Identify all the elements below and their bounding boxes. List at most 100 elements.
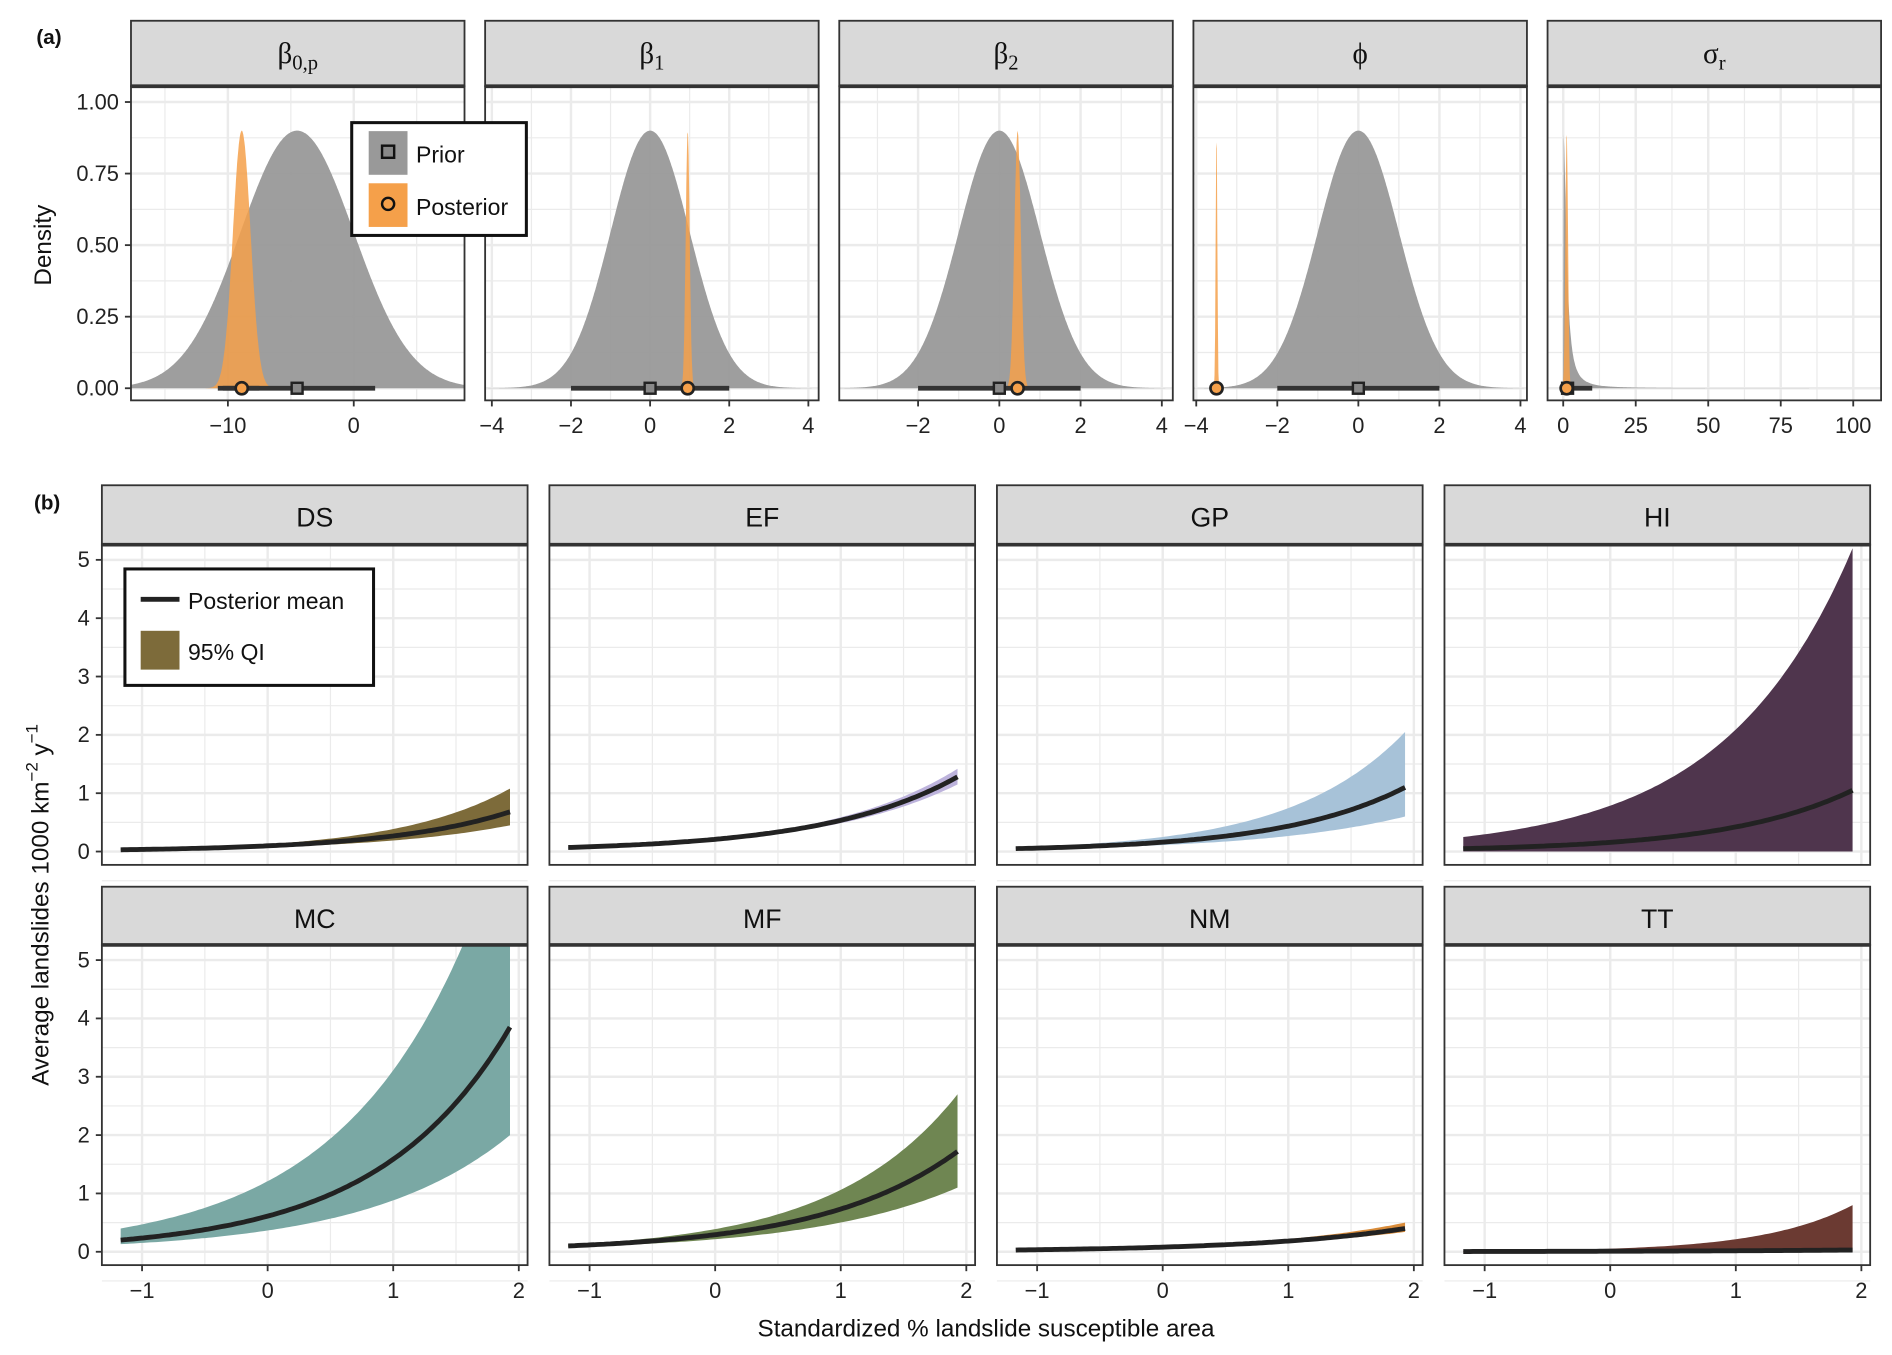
facet-NM: NM −1 0 1 2 (996, 885, 1424, 1303)
facet-strip (838, 19, 1174, 88)
legend-label-prior: Prior (416, 142, 465, 168)
y-tick-label: 0.25 (76, 304, 118, 329)
x-tick-label: 0 (1157, 1278, 1169, 1303)
facet-strip (996, 885, 1424, 946)
legend-mean-qi: Posterior mean 95% QI (123, 567, 376, 687)
x-tick-label: −1 (577, 1278, 602, 1303)
credible-band (120, 944, 510, 1245)
y-tick-label: 2 (78, 1122, 90, 1147)
facet-label: NM (1189, 904, 1230, 934)
plot-background (1547, 86, 1882, 401)
landslide-facets: DS 0 1 2 3 4 5 EF GP HI MC 0 1 2 3 4 5 −1 0 1 2 MF −1 0 1 2 NM −1 0 1… (23, 484, 1872, 1343)
y-tick-label: 5 (78, 547, 90, 572)
x-tick-label: 1 (1282, 1278, 1294, 1303)
x-tick-label: 2 (513, 1278, 525, 1303)
legend-prior-posterior: Prior Posterior (350, 121, 528, 237)
posterior-mean-line (1463, 788, 1854, 852)
prior-density (130, 130, 465, 389)
facet-GP: GP (996, 484, 1424, 882)
x-tick-label: 100 (1835, 413, 1871, 438)
legend-label-posterior: Posterior (416, 194, 508, 220)
x-tick-label: −1 (130, 1278, 155, 1303)
facet-label: β2 (993, 38, 1018, 74)
density-panel-1: β1 −4 −2 0 2 4 (479, 19, 820, 438)
posterior-mean-line (568, 1149, 959, 1249)
facet-label: TT (1641, 904, 1674, 934)
y-tick-label: 0 (78, 839, 90, 864)
x-tick-label: −4 (479, 413, 504, 438)
facet-EF: EF (548, 484, 977, 882)
x-tick-label: 2 (1408, 1278, 1420, 1303)
prior-density (485, 130, 819, 389)
prior-point-square (643, 381, 657, 395)
posterior-point-circle (1209, 380, 1224, 396)
x-tick-label: 0 (262, 1278, 274, 1303)
facet-label-symbol: σ (1703, 38, 1719, 70)
facet-label: ϕ (1353, 38, 1368, 70)
square-icon (380, 144, 396, 160)
x-axis-label: Standardized % landslide susceptible are… (758, 1316, 1216, 1343)
facet-strip (1546, 19, 1882, 88)
posterior-mean-line (568, 774, 959, 850)
plot-background (549, 944, 976, 1266)
x-tick-label: 0 (1604, 1278, 1616, 1303)
facet-HI: HI (1443, 484, 1872, 882)
facet-label-symbol: β (277, 38, 292, 70)
y-tick-label: 3 (78, 664, 90, 689)
prior-density (839, 130, 1173, 389)
facet-MC: MC 0 1 2 3 4 5 −1 0 1 2 (78, 885, 529, 1303)
facet-label-symbol: ϕ (1353, 38, 1368, 70)
plot-background (549, 544, 976, 865)
x-tick-label: 0 (1557, 413, 1569, 438)
x-tick-label: 25 (1624, 413, 1648, 438)
x-tick-label: −2 (906, 413, 931, 438)
facet-MF: MF −1 0 1 2 (548, 885, 977, 1303)
y-tick-label: 3 (78, 1064, 90, 1089)
y-tick-label: 0.50 (76, 232, 118, 257)
x-tick-label: 0 (348, 413, 360, 438)
credible-band (1463, 1205, 1853, 1252)
x-tick-label: −10 (209, 413, 246, 438)
x-tick-label: 1 (1730, 1278, 1742, 1303)
y-tick-label: 2 (78, 722, 90, 747)
x-tick-label: 2 (1075, 413, 1087, 438)
x-tick-label: −1 (1472, 1278, 1497, 1303)
prior-density (1193, 130, 1527, 389)
x-tick-label: 4 (802, 413, 814, 438)
x-tick-label: 1 (387, 1278, 399, 1303)
facet-TT: TT −1 0 1 2 (1443, 885, 1872, 1303)
facet-label-subscript: 2 (1008, 52, 1018, 74)
credible-band (568, 1094, 958, 1248)
posterior-mean-line (1463, 1247, 1853, 1254)
posterior-point-circle (234, 380, 250, 396)
facet-label: MC (294, 904, 335, 934)
y-axis-label-part: y (28, 742, 55, 762)
facet-strip (100, 885, 529, 946)
facet-label: β1 (639, 38, 664, 74)
facet-strip (484, 19, 820, 88)
y-tick-label: 1 (78, 780, 90, 805)
density-panel-2: β2−2 0 2 4 (838, 19, 1174, 438)
y-tick-label: 4 (78, 1006, 90, 1031)
facet-strip (548, 885, 977, 946)
facet-label: DS (296, 503, 333, 533)
x-tick-label: 50 (1696, 413, 1720, 438)
prior-point-square (290, 381, 304, 395)
facet-label: GP (1191, 503, 1230, 533)
y-tick-label: 1 (78, 1181, 90, 1206)
x-tick-label: −2 (1265, 413, 1290, 438)
x-tick-label: −4 (1184, 413, 1209, 438)
facet-label: β0,p (277, 38, 318, 74)
facet-label-subscript: 1 (654, 52, 664, 74)
facet-strip (100, 484, 529, 546)
facet-strip (1443, 484, 1872, 546)
y-axis-label-part: Average landslides 1000 km (28, 782, 55, 1086)
posterior-mean-line (120, 1025, 513, 1243)
y-tick-label: 4 (78, 605, 90, 630)
x-tick-label: 0 (1352, 413, 1364, 438)
facet-label: MF (743, 904, 782, 934)
facet-strip (1443, 885, 1872, 946)
posterior-point-circle (680, 380, 696, 396)
plot-background (1444, 944, 1871, 1266)
